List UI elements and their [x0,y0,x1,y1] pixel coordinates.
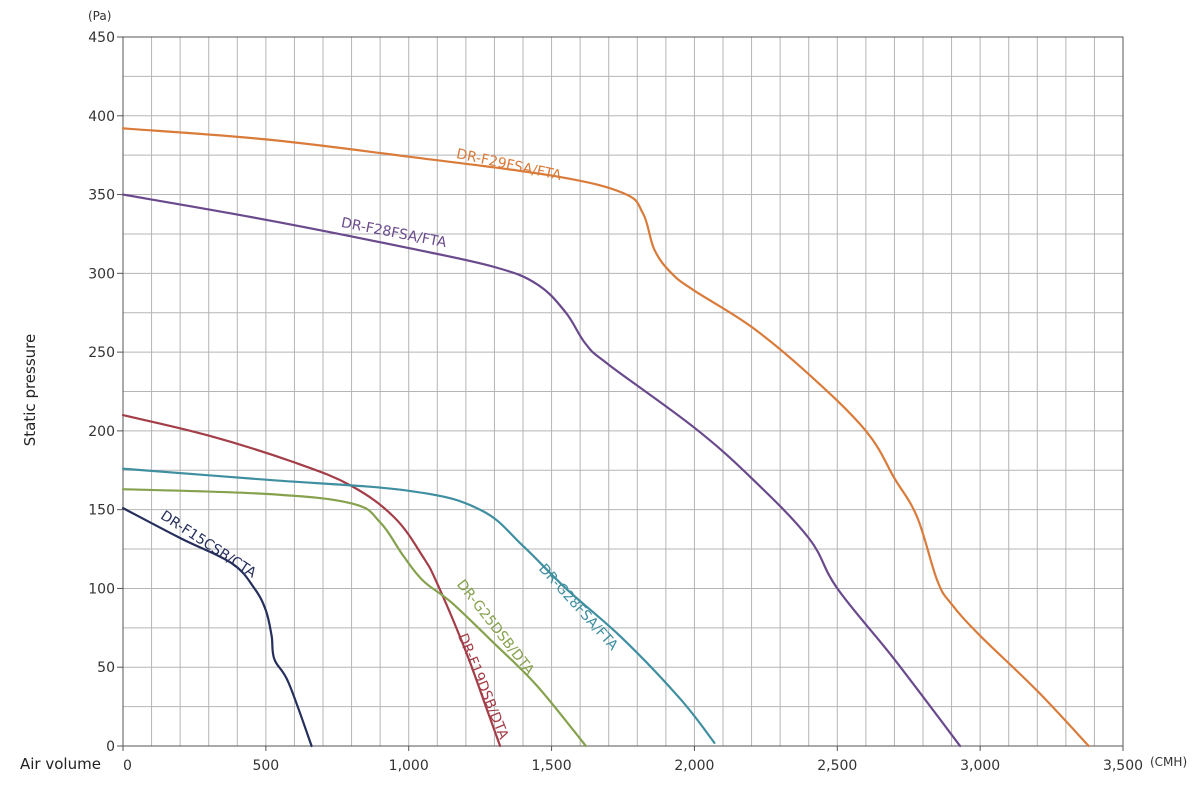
x-axis-title: Air volume [20,755,101,773]
y-tick-label: 200 [88,424,115,440]
x-tick-label: 500 [252,758,279,774]
series-line-dr-f19dsb-dta [121,414,502,748]
x-tick-label: 0 [123,758,132,774]
y-tick-labels: 0 50 100 150 200 250 300 350 400 450 [88,30,123,755]
y-tick-label: 0 [106,739,115,755]
series-line-dr-f29fsa-fta [121,127,1090,748]
series-line-dr-f15csb-cta [121,507,313,748]
axes [122,36,1124,747]
series-line-dr-g28fsa-fta [121,467,716,744]
x-tick-label: 2,000 [674,758,714,774]
plot-frame [122,36,1124,747]
x-tick-label: 2,500 [817,758,857,774]
grid [123,37,1123,746]
y-unit-label: (Pa) [88,9,111,23]
y-tick-label: 50 [97,660,115,676]
series-label: DR-G28FSA/FTA [535,561,621,654]
x-tick-label: 3,000 [960,758,1000,774]
series-lines [121,127,1090,748]
y-tick-label: 100 [88,581,115,597]
series-line-dr-g25dsb-dta [121,488,587,748]
y-tick-label: 450 [88,30,115,46]
x-tick-label: 1,000 [389,758,429,774]
y-tick-label: 350 [88,188,115,204]
x-tick-label: 1,500 [532,758,572,774]
x-tick-labels: 0 500 1,000 1,500 2,000 2,500 3,000 3,500 [122,746,1143,774]
y-tick-label: 150 [88,503,115,519]
y-tick-label: 300 [88,266,115,282]
series-label: DR-F29FSA/FTA [455,146,563,184]
y-axis-title: Static pressure [21,334,39,446]
y-tick-label: 250 [88,345,115,361]
series-line-dr-f28fsa-fta [121,193,962,748]
y-tick-label: 400 [88,109,115,125]
x-tick-label: 3,500 [1103,758,1143,774]
x-unit-label: (CMH) [1150,755,1187,769]
